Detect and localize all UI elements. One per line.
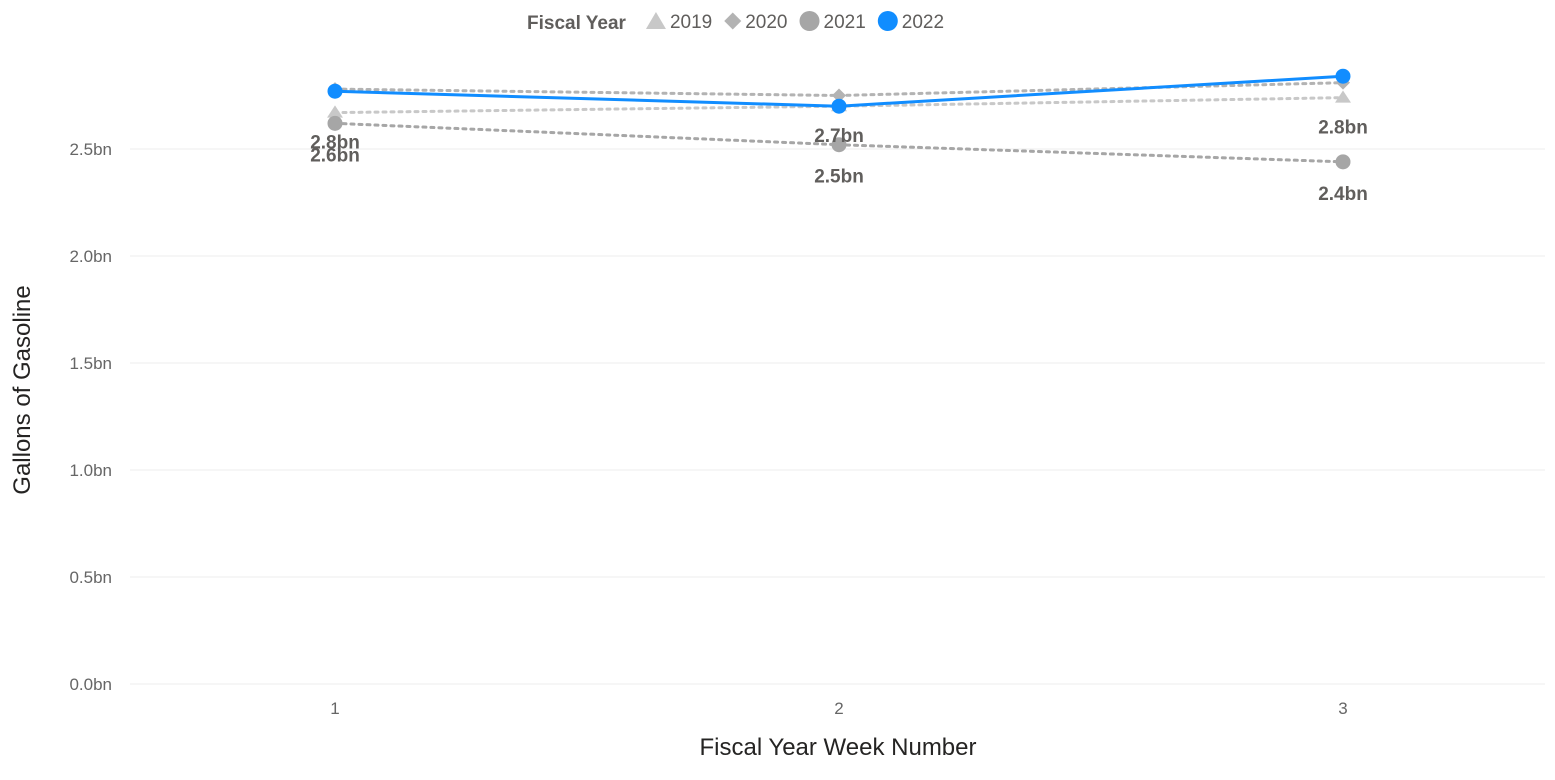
data-point-2022[interactable] [1336, 69, 1351, 84]
legend-label-2020: 2020 [745, 12, 787, 33]
legend-label-2021: 2021 [824, 12, 866, 33]
y-axis-ticks: 0.0bn 0.5bn 1.0bn 1.5bn 2.0bn 2.5bn [69, 140, 112, 694]
legend-item-2022[interactable]: 2022 [878, 11, 944, 33]
x-axis-ticks: 1 2 3 [330, 699, 1347, 718]
legend-item-2019[interactable]: 2019 [646, 12, 712, 33]
data-label-2019: 2.7bn [814, 126, 864, 147]
legend-label-2019: 2019 [670, 12, 712, 33]
legend-marker-2020 [724, 13, 741, 30]
x-axis-title: Fiscal Year Week Number [699, 734, 976, 761]
data-point-2022[interactable] [832, 99, 847, 114]
x-tick-label: 2 [834, 699, 843, 718]
y-tick-label: 2.0bn [69, 247, 112, 266]
data-label-2021: 2.4bn [1318, 184, 1368, 205]
legend-item-2020[interactable]: 2020 [724, 12, 787, 33]
data-point-2021[interactable] [1336, 154, 1351, 169]
y-tick-label: 1.0bn [69, 461, 112, 480]
x-tick-label: 1 [330, 699, 339, 718]
y-tick-label: 2.5bn [69, 140, 112, 159]
y-tick-label: 0.0bn [69, 675, 112, 694]
data-label-2021: 2.6bn [310, 145, 360, 166]
data-label-2019: 2.8bn [1318, 118, 1368, 139]
legend-marker-2022 [878, 11, 898, 31]
y-tick-label: 1.5bn [69, 354, 112, 373]
data-label-2021: 2.5bn [814, 167, 864, 188]
legend-marker-2021 [800, 11, 820, 31]
legend[interactable]: Fiscal Year 2019 2020 2021 2022 [527, 11, 944, 34]
y-axis-title: Gallons of Gasoline [9, 285, 36, 494]
data-point-2022[interactable] [328, 84, 343, 99]
legend-label-2022: 2022 [902, 12, 944, 33]
x-tick-label: 3 [1338, 699, 1347, 718]
gridlines [130, 149, 1545, 684]
y-tick-label: 0.5bn [69, 568, 112, 587]
data-point-2021[interactable] [328, 116, 343, 131]
legend-item-2021[interactable]: 2021 [800, 11, 866, 33]
legend-title: Fiscal Year [527, 13, 627, 34]
legend-marker-2019 [646, 12, 666, 29]
